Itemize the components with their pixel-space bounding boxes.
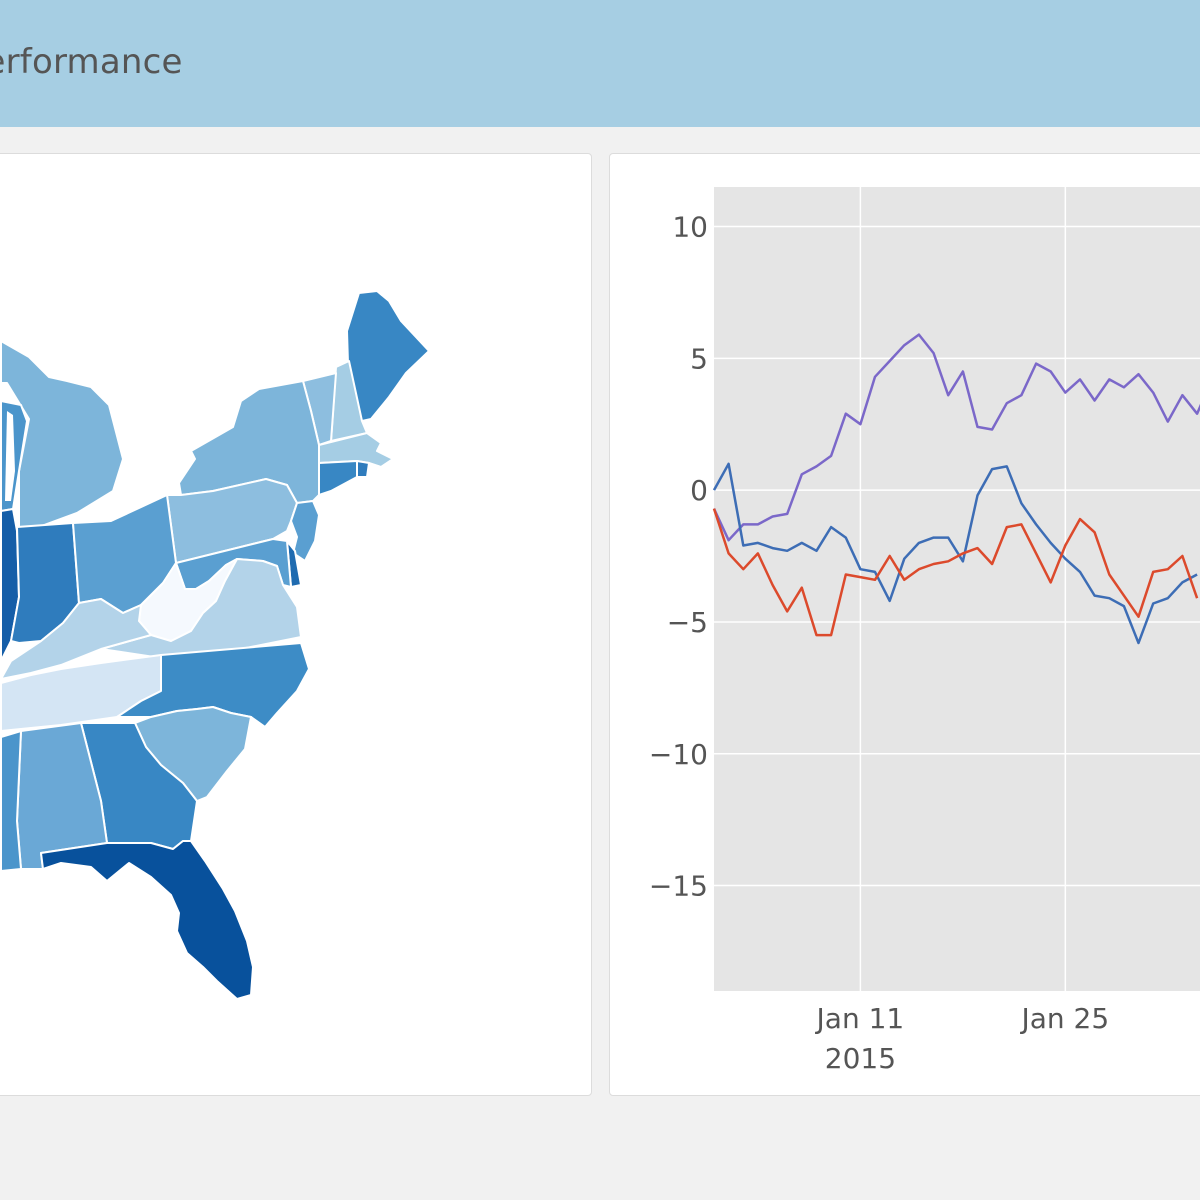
y-tick-label: −10 [649,738,708,771]
y-tick-label: −15 [649,870,708,903]
state-michigan[interactable] [0,340,124,530]
state-mississippi[interactable] [0,730,22,872]
x-tick-label: Jan 25 [1019,1002,1109,1035]
choropleth-map[interactable] [0,154,591,1095]
series-line-0[interactable] [712,333,1200,542]
plot-area[interactable] [714,187,1200,991]
series-line-1[interactable] [712,462,1198,645]
app-header: Performance [0,0,1200,127]
y-tick-label: 0 [690,474,708,507]
map-card [0,153,592,1096]
state-kentucky[interactable] [0,598,152,680]
line-chart[interactable]: 10 5 0 −5 −10 −15 Jan 11 2015 Jan 25 [610,154,1200,1095]
state-new-jersey[interactable] [290,500,320,562]
series-line-2[interactable] [712,508,1199,637]
chart-card: 10 5 0 −5 −10 −15 Jan 11 2015 Jan 25 [609,153,1200,1096]
y-tick-label: 5 [690,342,708,375]
state-rhode-island[interactable] [356,460,370,478]
state-florida[interactable] [40,840,254,1000]
lake-michigan [5,411,15,501]
y-tick-label: −5 [667,606,708,639]
page-title: Performance [0,42,183,82]
y-tick-label: 10 [672,211,708,244]
x-tick-label: Jan 11 [815,1002,905,1035]
x-tick-sublabel: 2015 [825,1042,896,1075]
state-maine[interactable] [346,290,430,422]
state-connecticut[interactable] [318,460,358,496]
